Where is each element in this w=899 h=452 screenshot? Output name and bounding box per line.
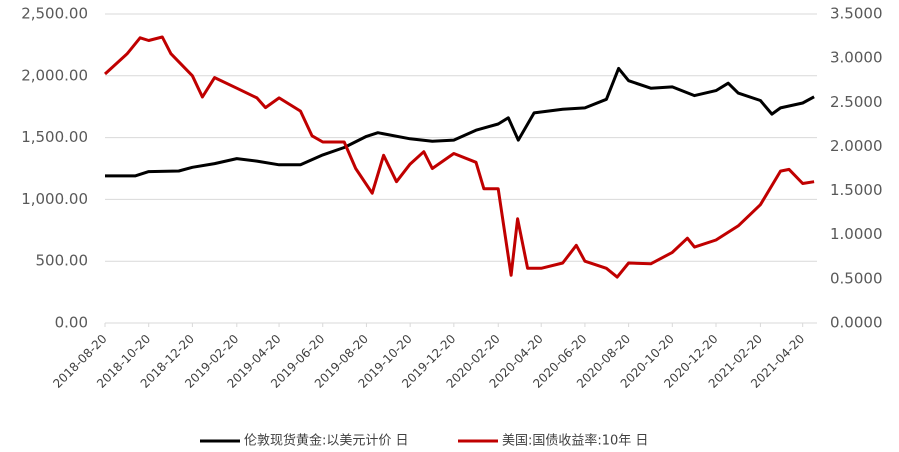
y2-tick-label: 3.5000	[830, 5, 883, 23]
legend-label: 伦敦现货黄金:以美元计价 日	[244, 433, 409, 449]
y2-tick-label: 0.0000	[830, 314, 883, 332]
y2-tick-label: 2.5000	[830, 93, 883, 111]
series-line	[103, 35, 815, 279]
y-tick-label: 1,500.00	[21, 128, 88, 146]
y-tick-label: 2,500.00	[21, 5, 88, 23]
y2-tick-label: 1.0000	[830, 225, 883, 243]
y2-tick-label: 3.0000	[830, 49, 883, 67]
y-tick-label: 0.00	[55, 314, 88, 332]
y-tick-label: 1,000.00	[21, 190, 88, 208]
y-tick-label: 2,000.00	[21, 66, 88, 84]
legend-label: 美国:国债收益率:10年 日	[502, 433, 648, 449]
series-line	[105, 66, 815, 178]
y-tick-label: 500.00	[36, 252, 89, 270]
y2-tick-label: 2.0000	[830, 137, 883, 155]
y2-tick-label: 0.5000	[830, 269, 883, 287]
y2-tick-label: 1.5000	[830, 181, 883, 199]
